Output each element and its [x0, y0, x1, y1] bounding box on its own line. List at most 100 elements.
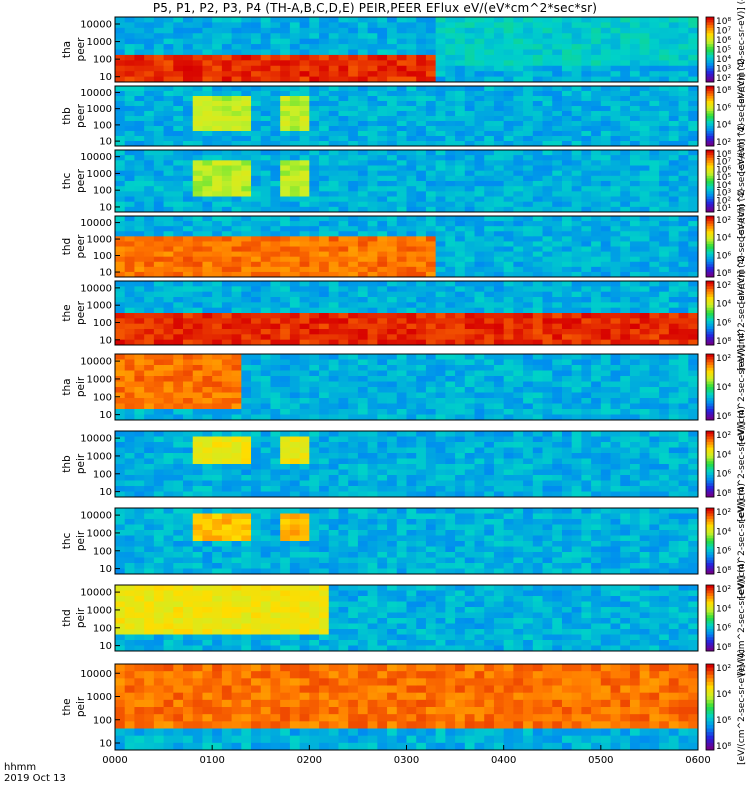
heat-cell [163, 60, 174, 67]
heat-cell [348, 96, 359, 102]
heat-cell [571, 291, 582, 298]
heat-cell [629, 291, 641, 298]
heat-cell [464, 196, 475, 203]
heat-cell [493, 323, 505, 330]
heat-cell [367, 91, 378, 97]
heat-cell [192, 121, 203, 127]
heat-cell [435, 76, 446, 83]
heat-cell [289, 181, 301, 187]
heat-cell [416, 175, 427, 182]
heat-cell [241, 359, 252, 366]
heat-cell [328, 442, 339, 448]
heat-cell [241, 106, 252, 112]
heat-cell [309, 191, 320, 197]
heat-cell [348, 206, 359, 213]
heat-cell [542, 49, 553, 56]
heat-cell [561, 231, 573, 237]
heat-cell [221, 96, 232, 102]
heat-cell [513, 155, 524, 161]
heat-cell [309, 141, 320, 147]
heat-cell [212, 261, 223, 268]
heat-cell [688, 286, 699, 293]
heat-cell [455, 313, 466, 319]
heat-cell [134, 27, 145, 34]
heat-cell [523, 27, 534, 34]
heat-cell [251, 251, 262, 258]
heat-cell [396, 365, 407, 371]
heat-cell [484, 206, 495, 213]
heat-cell [183, 206, 194, 213]
heat-cell [387, 480, 398, 487]
heat-cell [600, 54, 611, 61]
heat-cell [688, 409, 699, 415]
heat-cell [270, 101, 281, 107]
heat-cell [124, 221, 135, 227]
heat-cell [299, 71, 310, 77]
heat-cell [289, 96, 301, 102]
heat-cell [173, 381, 184, 388]
heat-cell [260, 281, 271, 287]
heat-cell [241, 54, 252, 61]
heat-cell [620, 131, 631, 137]
heat-cell [542, 60, 553, 67]
heat-cell [600, 231, 611, 237]
colorbar-step [706, 96, 714, 99]
heat-cell [659, 201, 670, 208]
heat-cell [134, 76, 145, 83]
heat-cell [328, 486, 339, 492]
heat-cell [523, 307, 534, 314]
colorbar-tick-label: 10² [716, 196, 731, 206]
heat-cell [629, 131, 641, 137]
heat-cell [600, 398, 611, 404]
heat-cell [387, 191, 398, 197]
heat-cell [357, 96, 369, 102]
heat-cell [173, 155, 184, 161]
heat-cell [435, 266, 446, 273]
heat-cell [493, 261, 505, 268]
heat-cell [678, 60, 689, 67]
heat-cell [348, 71, 359, 77]
heat-cell [124, 86, 135, 92]
heat-cell [600, 206, 611, 213]
heat-cell [377, 359, 388, 366]
heat-cell [357, 111, 369, 117]
heat-cell [600, 236, 611, 242]
heat-cell [231, 370, 242, 377]
heat-cell [357, 323, 369, 330]
heat-cell [309, 201, 320, 208]
heat-cell [396, 141, 407, 147]
heat-cell [309, 261, 320, 268]
heat-cell [474, 141, 485, 147]
heat-cell [183, 44, 194, 50]
heat-cell [115, 431, 126, 437]
heat-cell [115, 175, 126, 182]
heat-cell [649, 256, 660, 263]
heat-cell [163, 491, 174, 498]
heat-cell [202, 469, 213, 476]
heat-cell [688, 216, 699, 222]
heat-cell [377, 334, 388, 341]
heat-cell [523, 111, 534, 117]
heat-cell [542, 365, 553, 371]
colorbar-step [706, 27, 714, 31]
y-tick-label: 10000 [80, 218, 112, 229]
heat-cell [513, 60, 524, 67]
heat-cell [251, 17, 262, 23]
heat-cell [649, 318, 660, 325]
heat-cell [231, 186, 242, 192]
heat-cell [377, 403, 388, 410]
heat-cell [260, 323, 271, 330]
heat-cell [367, 447, 378, 454]
heat-cell [435, 206, 446, 213]
heat-cell [387, 17, 398, 23]
heat-cell [552, 226, 563, 232]
heat-cell [552, 403, 563, 410]
heat-cell [435, 170, 446, 177]
heat-cell [474, 216, 485, 222]
heat-cell [396, 206, 407, 213]
heat-cell [367, 121, 378, 127]
heat-cell [348, 65, 359, 72]
heat-cell [455, 126, 466, 132]
heat-cell [202, 464, 213, 470]
y-tick-label: 10 [99, 335, 112, 346]
